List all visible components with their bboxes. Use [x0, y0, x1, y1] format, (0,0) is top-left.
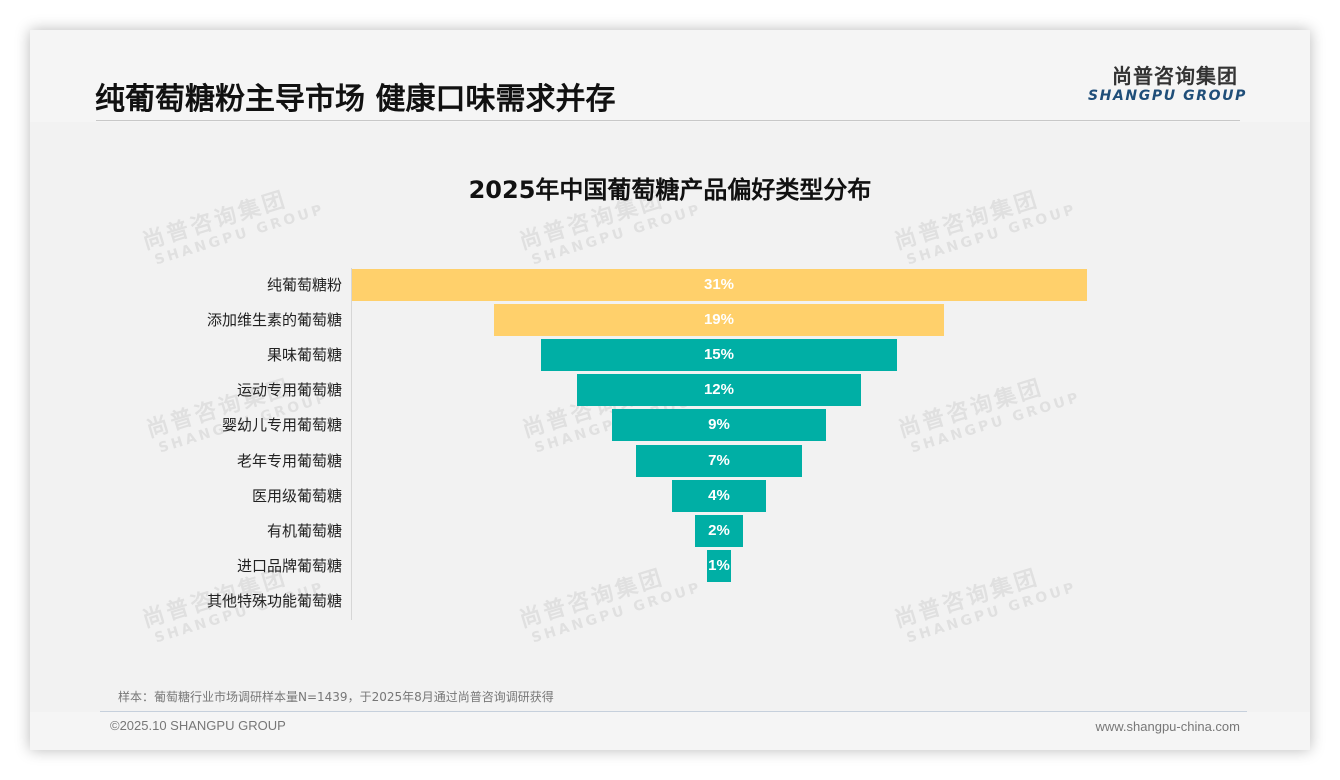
funnel-row: 运动专用葡萄糖 12% [30, 373, 1310, 408]
funnel-row: 婴幼儿专用葡萄糖 9% [30, 408, 1310, 443]
funnel-bar: 15% [541, 339, 897, 372]
category-label: 添加维生素的葡萄糖 [206, 311, 342, 330]
category-axis [351, 268, 352, 620]
funnel-bar: 2% [695, 514, 743, 547]
category-label: 运动专用葡萄糖 [236, 381, 342, 400]
funnel-row: 进口品牌葡萄糖 1% [30, 549, 1310, 584]
category-label: 进口品牌葡萄糖 [236, 556, 342, 575]
slide: 纯葡萄糖粉主导市场 健康口味需求并存 尚普咨询集团 SHANGPU GROUP … [30, 30, 1310, 750]
header-divider [96, 120, 1240, 121]
funnel-row: 其他特殊功能葡萄糖 [30, 584, 1310, 619]
funnel-row: 纯葡萄糖粉 31% [30, 268, 1310, 303]
logo-cn-text: 尚普咨询集团 [1112, 64, 1238, 88]
category-label: 有机葡萄糖 [266, 521, 342, 540]
funnel-bar: 4% [671, 479, 767, 512]
logo-en-text: SHANGPU GROUP [1088, 88, 1247, 104]
copyright: ©2025.10 SHANGPU GROUP [110, 718, 286, 733]
category-label: 纯葡萄糖粉 [266, 276, 342, 294]
funnel-row: 添加维生素的葡萄糖 19% [30, 303, 1310, 338]
category-label: 果味葡萄糖 [266, 346, 342, 365]
funnel-bar: 12% [576, 374, 862, 407]
chart-title: 2025年中国葡萄糖产品偏好类型分布 [468, 176, 872, 204]
funnel-bar: 1% [707, 549, 731, 582]
funnel-chart: 纯葡萄糖粉 31% 添加维生素的葡萄糖 19% 果味葡萄糖 15% 运动专用葡萄糖 12% 婴幼… [30, 30, 1310, 750]
funnel-row: 有机葡萄糖 2% [30, 514, 1310, 549]
header [30, 30, 1310, 122]
footer-divider [100, 711, 1247, 712]
funnel-bar: 19% [493, 304, 945, 337]
category-label: 其他特殊功能葡萄糖 [206, 591, 342, 610]
category-label: 老年专用葡萄糖 [236, 451, 342, 470]
website-link[interactable]: www.shangpu-china.com [1095, 719, 1240, 734]
funnel-bar: 9% [612, 409, 826, 442]
footer [30, 712, 1310, 750]
funnel-row: 老年专用葡萄糖 7% [30, 444, 1310, 479]
funnel-bar: 7% [636, 444, 802, 477]
funnel-bar: 31% [351, 269, 1087, 301]
category-label: 医用级葡萄糖 [251, 486, 342, 505]
sample-note: 样本：葡萄糖行业市场调研样本量N=1439，于2025年8月通过尚普咨询调研获得 [118, 690, 554, 704]
category-label: 婴幼儿专用葡萄糖 [221, 416, 342, 435]
funnel-row: 果味葡萄糖 15% [30, 338, 1310, 373]
logo: 尚普咨询集团 SHANGPU GROUP [1088, 64, 1247, 104]
page-title: 纯葡萄糖粉主导市场 健康口味需求并存 [95, 82, 616, 117]
funnel-row: 医用级葡萄糖 4% [30, 479, 1310, 514]
